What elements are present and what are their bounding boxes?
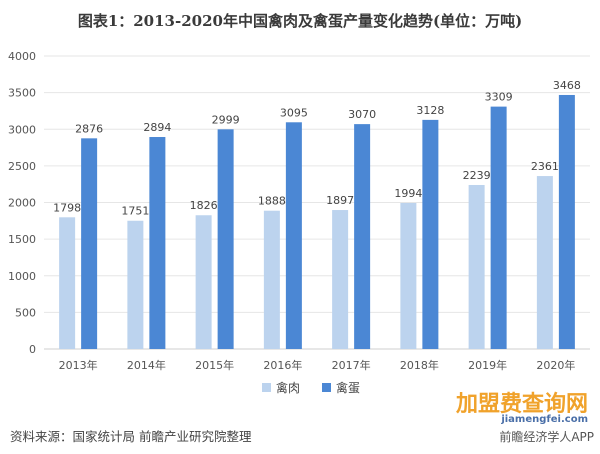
y-tick-label: 3500 (8, 87, 36, 100)
legend: 禽肉 禽蛋 (262, 380, 360, 395)
y-tick-label: 2500 (8, 160, 36, 173)
data-label: 3128 (416, 104, 444, 117)
x-tick-label: 2017年 (332, 358, 371, 372)
bar-禽肉-2020年 (536, 176, 553, 349)
y-tick-label: 3000 (8, 123, 36, 136)
bar-禽蛋-2013年 (81, 138, 98, 349)
data-label: 1751 (121, 205, 149, 218)
x-tick-label: 2018年 (400, 358, 439, 372)
data-label: 1888 (258, 195, 286, 208)
x-tick-label: 2015年 (195, 358, 234, 372)
legend-label: 禽蛋 (336, 380, 360, 395)
data-label: 2876 (75, 122, 103, 135)
legend-swatch (322, 383, 331, 392)
bar-禽肉-2013年 (59, 217, 76, 349)
data-label: 1994 (394, 187, 422, 200)
bars: 1798 2876 1751 2894 1826 2999 1888 3095 1897 3070… (53, 79, 581, 350)
bar-禽蛋-2014年 (149, 137, 166, 349)
x-axis-ticks: 2013年 2014年 2015年 2016年 2017年 2018年 2019年 2020年 (59, 358, 576, 372)
watermark-brand: 加盟费查询网 jiamengfei.com 前瞻经济学人APP (434, 386, 594, 446)
bar-禽肉-2016年 (263, 210, 280, 349)
y-tick-label: 2000 (8, 197, 36, 210)
data-label: 2999 (212, 113, 240, 126)
y-tick-label: 0 (29, 343, 36, 356)
x-tick-label: 2016年 (263, 358, 302, 372)
brand-logo: 加盟费查询网 (455, 392, 588, 417)
legend-label: 禽肉 (276, 380, 300, 395)
y-axis-ticks: 0 500 1000 1500 2000 2500 3000 3500 4000 (8, 50, 36, 356)
data-label: 2894 (143, 121, 171, 134)
y-tick-label: 1500 (8, 233, 36, 246)
data-label: 3095 (280, 106, 308, 119)
bar-禽蛋-2018年 (422, 119, 439, 350)
y-tick-label: 500 (15, 306, 36, 319)
data-label: 1897 (326, 194, 354, 207)
data-label: 2239 (463, 169, 491, 182)
bar-禽肉-2018年 (400, 202, 417, 349)
x-tick-label: 2014年 (127, 358, 166, 372)
bar-禽肉-2019年 (468, 184, 485, 349)
brand-app: 前瞻经济学人APP (499, 430, 594, 444)
source-note: 资料来源：国家统计局 前瞻产业研究院整理 (10, 429, 252, 444)
bar-禽肉-2015年 (195, 215, 212, 349)
data-label: 3468 (553, 79, 581, 92)
x-tick-label: 2019年 (468, 358, 507, 372)
data-label: 2361 (531, 160, 559, 173)
bar-禽蛋-2016年 (285, 122, 302, 349)
bar-禽蛋-2020年 (558, 94, 575, 350)
data-label: 3070 (348, 108, 376, 121)
chart-title: 图表1：2013-2020年中国禽肉及禽蛋产量变化趋势(单位：万吨) (77, 12, 523, 30)
bar-禽肉-2014年 (127, 220, 144, 349)
x-tick-label: 2013年 (59, 358, 98, 372)
y-tick-label: 1000 (8, 270, 36, 283)
legend-swatch (262, 383, 271, 392)
bar-禽蛋-2019年 (490, 106, 507, 349)
data-label: 1826 (190, 199, 218, 212)
y-tick-label: 4000 (8, 50, 36, 63)
data-label: 1798 (53, 201, 81, 214)
data-label: 3309 (485, 91, 513, 104)
bar-禽蛋-2015年 (217, 129, 234, 349)
bar-禽肉-2017年 (332, 210, 349, 349)
bar-禽蛋-2017年 (354, 124, 371, 349)
x-tick-label: 2020年 (536, 358, 575, 372)
brand-site: jiamengfei.com (501, 414, 588, 425)
